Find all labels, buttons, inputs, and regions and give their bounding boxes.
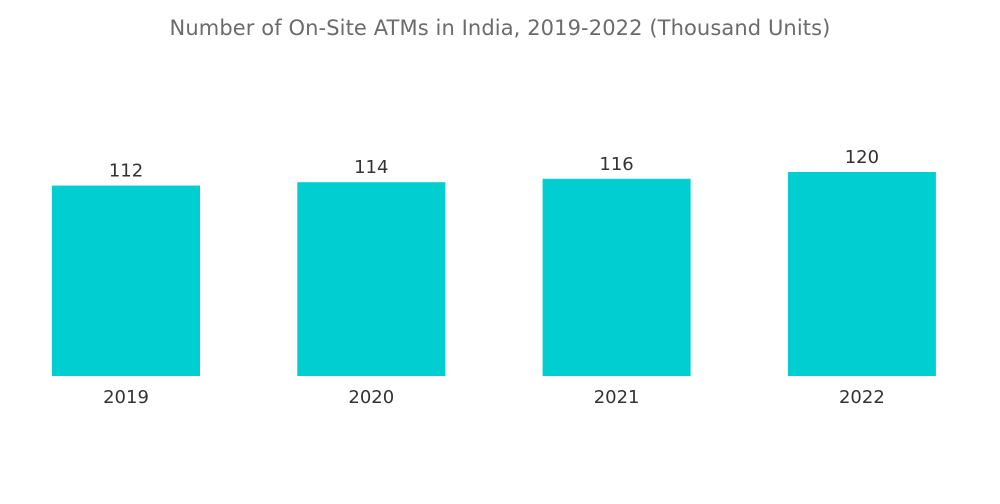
bar-2022 bbox=[787, 172, 936, 376]
bar-2020 bbox=[297, 182, 446, 376]
x-tick-label-2020: 2020 bbox=[348, 387, 394, 408]
data-label-2021: 116 bbox=[599, 154, 633, 175]
x-tick-label-2021: 2021 bbox=[594, 387, 640, 408]
x-tick-label-2022: 2022 bbox=[839, 387, 885, 408]
bars-layer bbox=[52, 172, 936, 376]
value-labels-layer: 112 114 116 120 bbox=[109, 147, 879, 182]
bar-2021 bbox=[542, 178, 691, 376]
x-tick-label-2019: 2019 bbox=[103, 387, 149, 408]
data-label-2019: 112 bbox=[109, 161, 143, 182]
chart-title: Number of On-Site ATMs in India, 2019-20… bbox=[169, 16, 831, 40]
bar-2019 bbox=[52, 185, 200, 376]
data-label-2020: 114 bbox=[354, 157, 388, 178]
data-label-2022: 120 bbox=[845, 147, 879, 168]
x-axis-tick-labels: 2019 2020 2021 2022 bbox=[103, 387, 885, 408]
